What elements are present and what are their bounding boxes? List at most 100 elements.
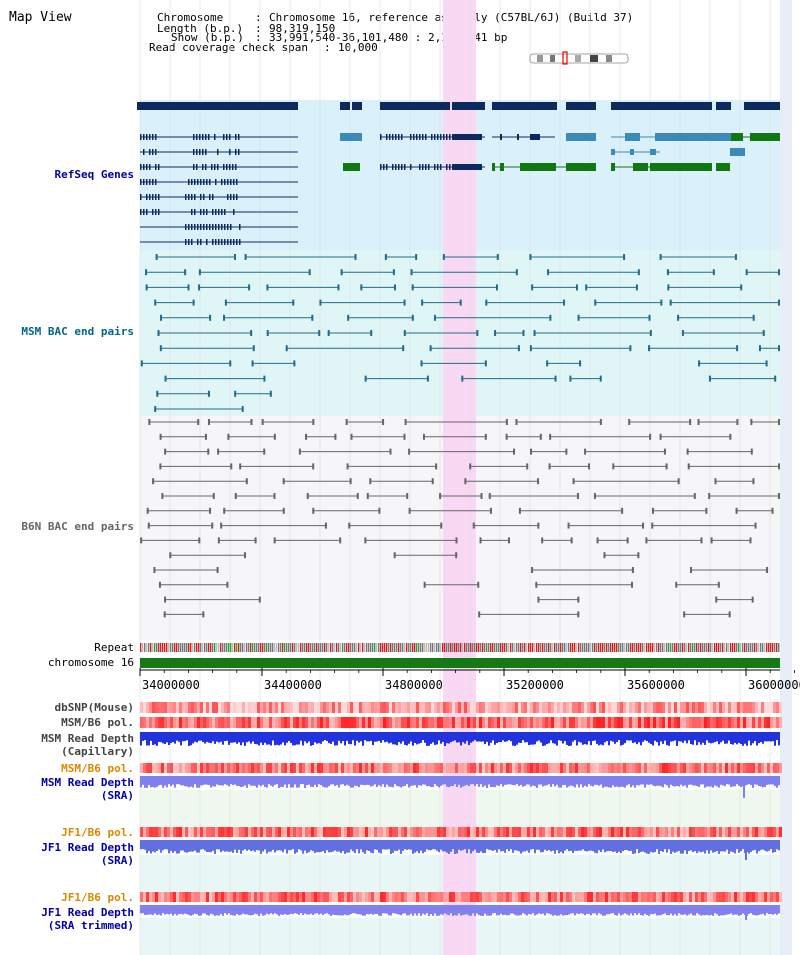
repeat-mark xyxy=(194,643,196,652)
read-depth-bar xyxy=(552,840,554,851)
repeat-mark xyxy=(510,643,512,652)
span-label: Read coverage check span xyxy=(149,41,308,54)
gene-exon xyxy=(205,164,207,170)
polymorphism-cell xyxy=(425,827,428,837)
polymorphism-cell xyxy=(557,763,560,773)
refseq-genes-track[interactable] xyxy=(137,102,780,245)
read-depth-bar xyxy=(758,840,760,852)
polymorphism-cell xyxy=(236,763,239,773)
msm-bac-end xyxy=(207,390,210,397)
repeat-mark xyxy=(430,643,432,652)
polymorphism-cell xyxy=(197,827,200,837)
gene-exon xyxy=(199,134,201,140)
read-depth-bar xyxy=(580,732,582,743)
polymorphism-cell xyxy=(167,827,170,837)
read-depth-bar xyxy=(140,776,142,788)
read-depth-tracks[interactable] xyxy=(140,732,780,920)
gene-exon xyxy=(202,164,204,170)
read-depth-bar xyxy=(244,732,246,746)
polymorphism-cell xyxy=(239,717,242,728)
gene-exon xyxy=(149,164,151,170)
read-depth-bar xyxy=(196,905,198,915)
repeat-mark xyxy=(470,643,472,652)
read-depth-bar xyxy=(368,905,370,915)
read-depth-bar xyxy=(530,840,532,850)
read-depth-bar xyxy=(622,905,624,915)
read-depth-bar xyxy=(200,905,202,916)
msm-bac-end xyxy=(569,375,572,382)
read-depth-bar xyxy=(176,840,178,854)
polymorphism-cell xyxy=(338,717,341,728)
repeat-mark xyxy=(764,643,766,652)
msm-bac-end xyxy=(292,299,295,306)
polymorphism-cell xyxy=(404,702,407,713)
polymorphism-cell xyxy=(386,702,389,713)
repeat-track[interactable] xyxy=(140,643,780,652)
read-depth-bar xyxy=(670,840,672,854)
read-depth-bar xyxy=(510,732,512,742)
polymorphism-cell xyxy=(626,763,629,773)
repeat-mark xyxy=(166,643,168,652)
read-depth-bar xyxy=(668,905,670,916)
repeat-mark xyxy=(428,643,430,652)
polymorphism-cell xyxy=(479,827,482,837)
polymorphism-cell xyxy=(398,827,401,837)
msm-bac-end xyxy=(649,330,652,336)
polymorphism-cell xyxy=(539,702,542,713)
repeat-mark xyxy=(598,643,600,652)
polymorphism-cell xyxy=(434,717,437,728)
repeat-mark xyxy=(486,643,488,652)
msm-bac-end xyxy=(765,360,768,367)
chromosome-ideogram[interactable] xyxy=(529,51,629,65)
repeat-mark xyxy=(564,643,566,652)
read-depth-bar xyxy=(468,776,470,787)
b6n-bac-end xyxy=(778,419,780,425)
b6n-bac-end xyxy=(754,522,757,529)
polymorphism-cell xyxy=(290,763,293,773)
msm-bac-end xyxy=(154,406,157,412)
b6n-bac-end xyxy=(282,507,285,514)
read-depth-bar xyxy=(384,840,386,850)
polymorphism-cell xyxy=(389,763,392,773)
read-depth-bar xyxy=(760,905,762,915)
msm-bac-track[interactable] xyxy=(140,254,780,412)
gene-exon xyxy=(209,194,211,200)
b6n-bac-end xyxy=(705,507,708,514)
chromosome-separator: : xyxy=(255,11,262,24)
refseq-genes-label: RefSeq Genes xyxy=(54,168,134,181)
polymorphism-cell xyxy=(173,763,176,773)
polymorphism-cell xyxy=(251,763,254,773)
gene-exon xyxy=(750,133,780,141)
polymorphism-cell xyxy=(629,717,632,728)
read-depth-bar xyxy=(342,732,344,742)
read-depth-bar xyxy=(390,905,392,916)
polymorphism-cell xyxy=(152,827,155,837)
polymorphism-cell xyxy=(350,827,353,837)
polymorphism-cell xyxy=(443,717,446,728)
read-depth-bar xyxy=(474,732,476,741)
polymorphism-cell xyxy=(335,717,338,728)
read-depth-bar xyxy=(740,840,742,852)
read-depth-bar xyxy=(542,840,544,853)
b6n-bac-track[interactable] xyxy=(140,419,780,618)
read-depth-bar xyxy=(402,732,404,742)
read-depth-bar xyxy=(392,840,394,853)
repeat-mark xyxy=(226,643,228,652)
polymorphism-cell xyxy=(695,702,698,713)
read-depth-bar xyxy=(628,732,630,741)
read-depth-bar xyxy=(618,840,620,852)
msm-bac-end xyxy=(495,284,498,291)
polymorphism-cell xyxy=(428,892,431,902)
read-depth-bar xyxy=(314,776,316,785)
repeat-mark xyxy=(662,643,664,652)
read-depth-bar xyxy=(602,840,604,850)
read-depth-bar xyxy=(406,776,408,785)
polymorphism-cell xyxy=(275,702,278,713)
polymorphism-cell xyxy=(704,763,707,773)
read-depth-bar xyxy=(188,840,190,852)
read-depth-bar xyxy=(458,732,460,743)
polymorphism-cell xyxy=(398,717,401,728)
polymorphism-cell xyxy=(656,827,659,837)
polymorphism-tracks[interactable] xyxy=(140,702,782,902)
